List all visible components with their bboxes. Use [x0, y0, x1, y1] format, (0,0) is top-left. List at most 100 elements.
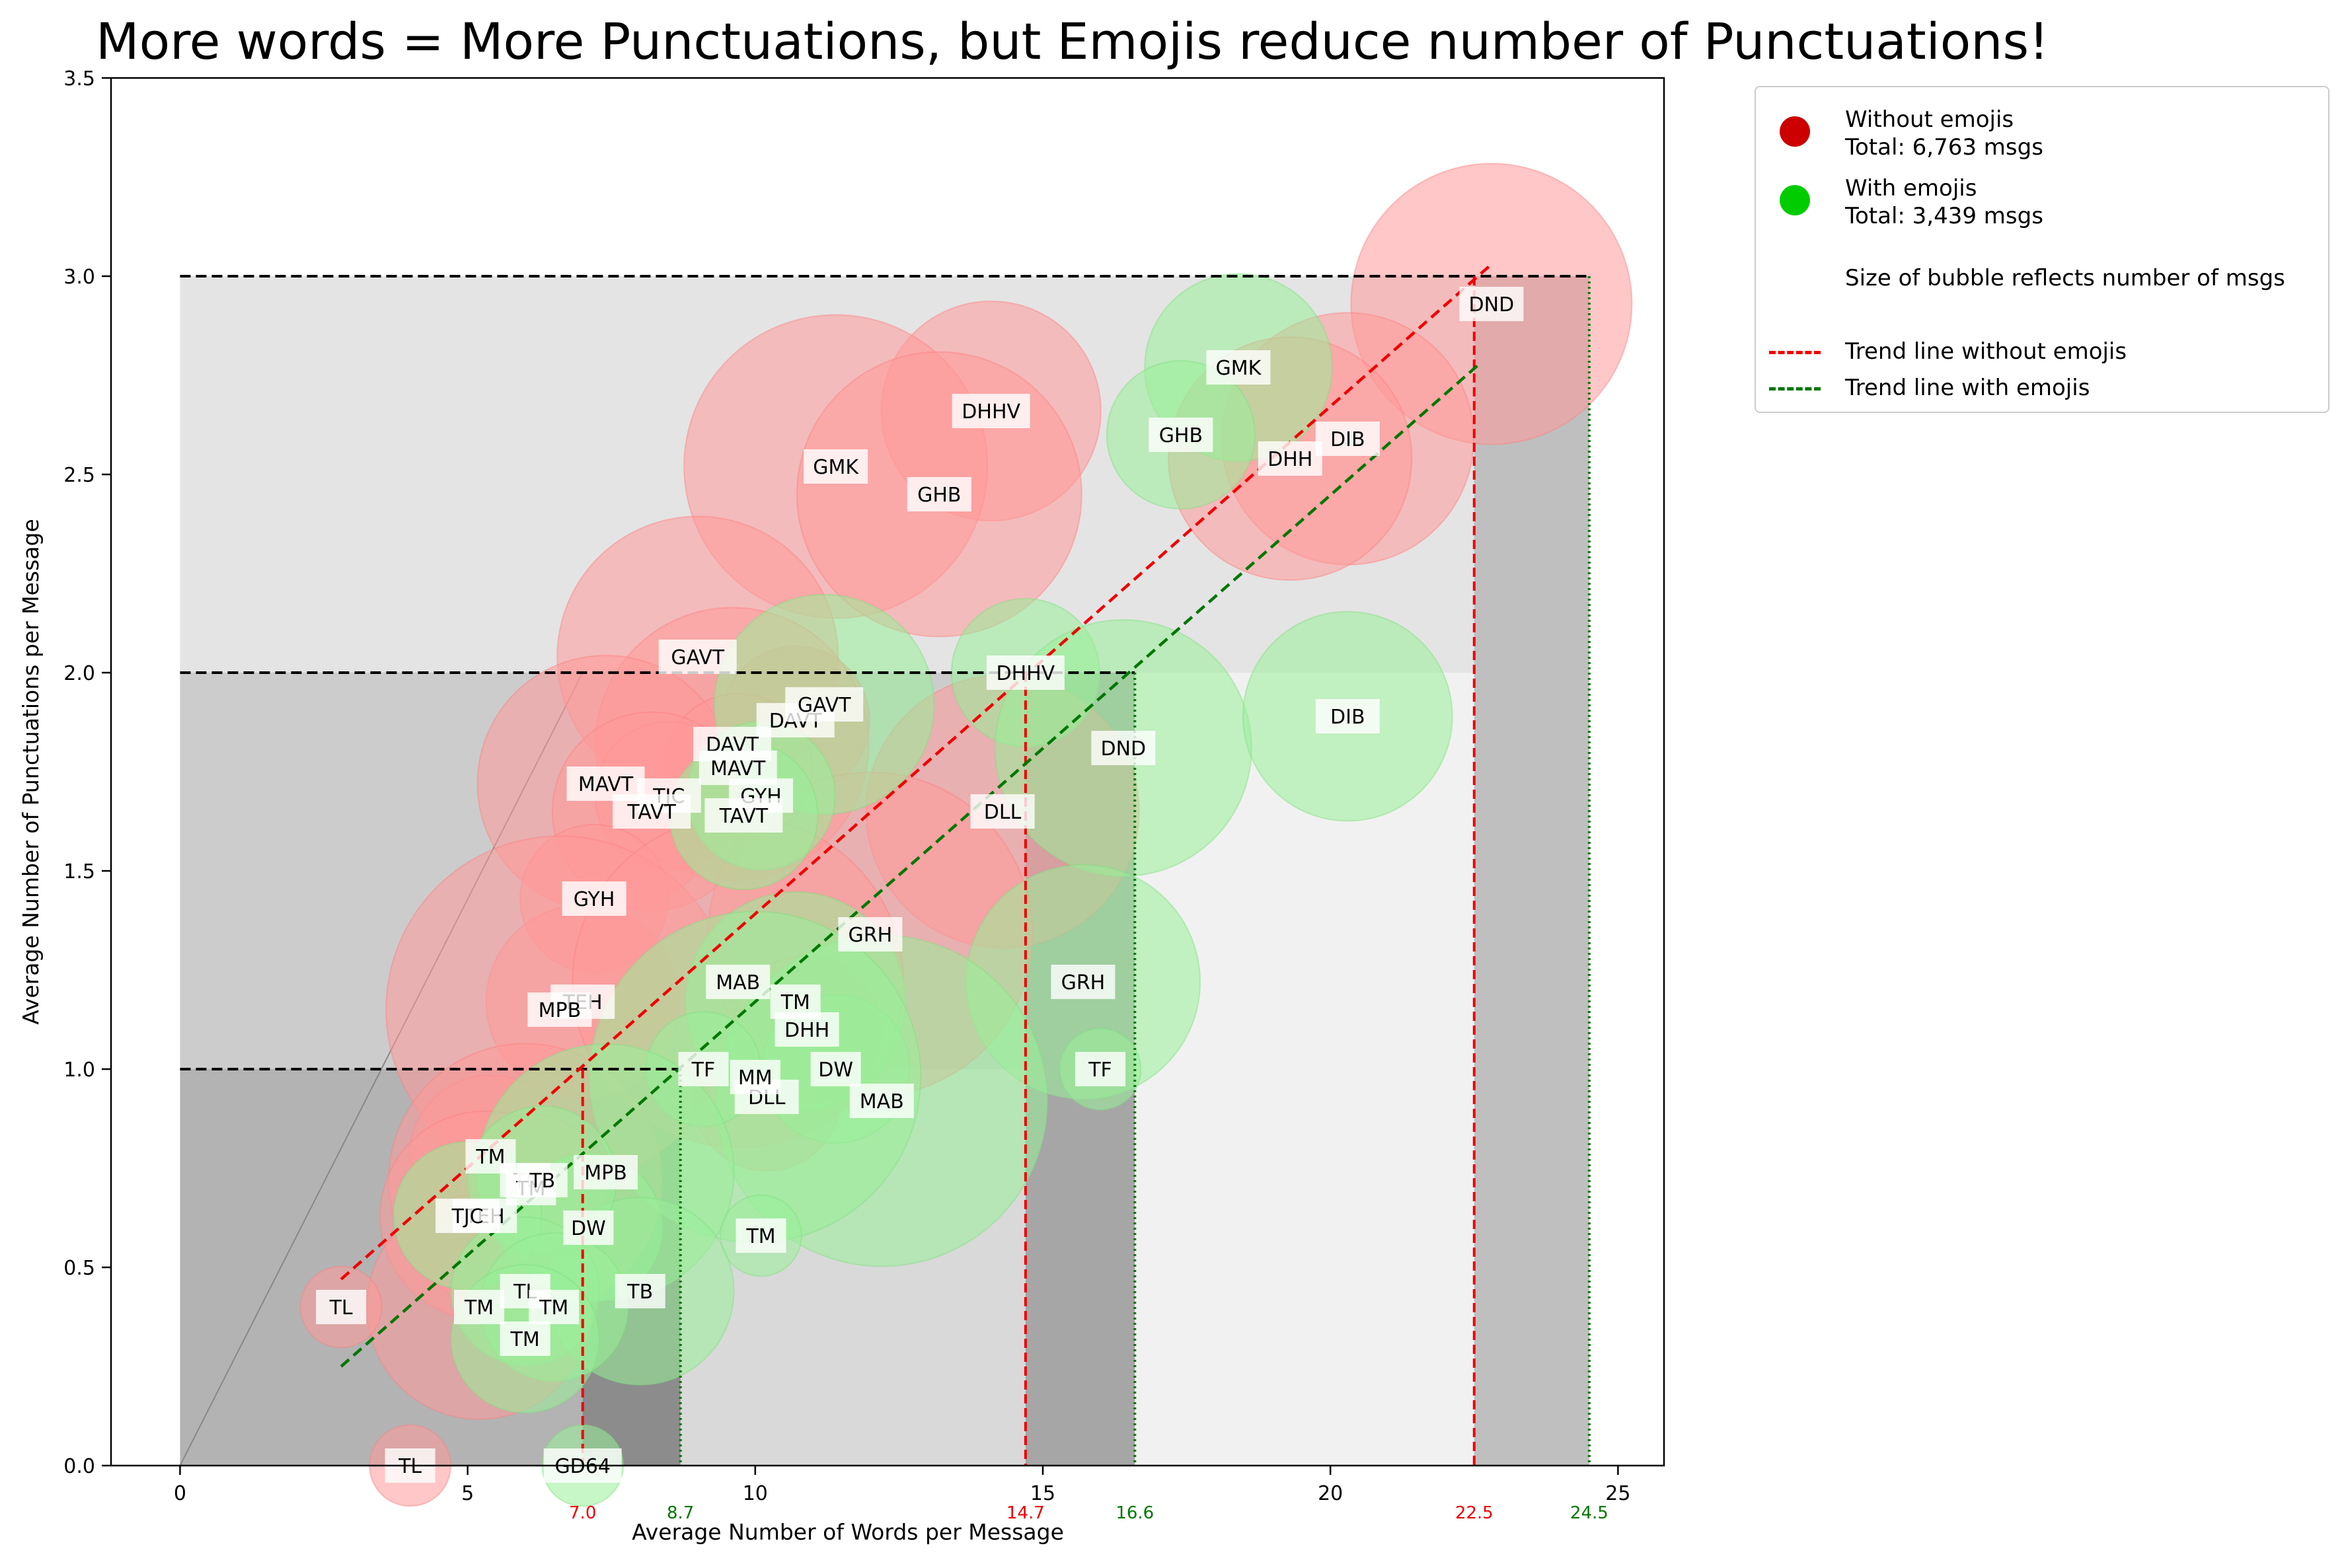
point-label: TF — [691, 1059, 716, 1082]
y-tick-label: 0.5 — [63, 1257, 95, 1280]
point-label: DHH — [784, 1019, 829, 1042]
legend: Without emojis Total: 6,763 msgs With em… — [1755, 86, 2329, 413]
point-label: TF — [1088, 1059, 1112, 1082]
x-tick-label: 25 — [1605, 1482, 1630, 1505]
point-label-box — [970, 794, 1035, 829]
point-label-box — [1149, 418, 1213, 452]
point-label-box — [952, 394, 1030, 428]
point-label: GMK — [1216, 357, 1262, 380]
y-tick-label: 1.0 — [63, 1059, 95, 1082]
point-label-box — [1258, 441, 1322, 476]
point-label: TAVT — [719, 805, 769, 828]
point-label-box — [1051, 965, 1116, 999]
point-label: TJC — [451, 1205, 484, 1228]
legend-marker-with — [1780, 185, 1810, 215]
point-label-box — [1459, 287, 1524, 321]
x-tick-label: 15 — [1030, 1482, 1055, 1505]
point-label-box — [770, 985, 821, 1019]
point-label-box — [613, 794, 691, 829]
plot-frame — [110, 77, 1665, 1467]
legend-label-with: With emojis — [1845, 175, 1977, 202]
point-label-box — [615, 1274, 665, 1308]
point-label: MAVT — [710, 757, 766, 780]
point-label-box — [678, 1052, 729, 1086]
point-label-box — [810, 1052, 861, 1086]
point-label: DND — [1469, 293, 1515, 317]
y-tick-label: 3.5 — [63, 67, 95, 91]
threshold-label: 22.5 — [1455, 1503, 1494, 1523]
point-labels: DNDDHHVGMKGHBDIBDHHGAVTDAVTDAVTMAVTMAVTT… — [316, 287, 1524, 1483]
point-label: GRH — [849, 924, 893, 947]
legend-line-with — [1769, 387, 1821, 391]
point-label-box — [500, 1322, 550, 1356]
legend-label-without: Without emojis — [1845, 106, 2014, 133]
point-label-box — [849, 1084, 914, 1118]
point-label: GMK — [813, 456, 859, 479]
legend-total-without: Total: 6,763 msgs — [1845, 134, 2043, 161]
point-label-box — [1315, 422, 1380, 456]
threshold-label: 16.6 — [1116, 1503, 1154, 1523]
x-tick-label: 20 — [1318, 1482, 1343, 1505]
legend-trend-with: Trend line with emojis — [1845, 375, 2090, 401]
point-label-box — [435, 1199, 500, 1233]
point-label: DW — [818, 1059, 853, 1082]
point-label-box — [1206, 350, 1271, 385]
point-label: GAVT — [671, 646, 724, 669]
point-label: MAB — [860, 1090, 904, 1113]
x-axis-label: Average Number of Words per Message — [632, 1519, 1064, 1545]
point-label-box — [730, 1060, 780, 1094]
point-label: MAVT — [578, 773, 634, 796]
chart-title: More words = More Punctuations, but Emoj… — [96, 12, 2049, 71]
y-tick-label: 1.5 — [63, 860, 95, 883]
legend-total-with: Total: 3,439 msgs — [1845, 203, 2043, 229]
point-label: GYH — [574, 888, 615, 911]
point-label-box — [1091, 731, 1156, 765]
point-label: GHB — [1159, 424, 1203, 447]
point-label-box — [529, 1290, 580, 1324]
point-label: DND — [1101, 737, 1147, 761]
point-label-box — [986, 655, 1065, 690]
point-label-box — [454, 1290, 505, 1324]
point-label-box — [1315, 699, 1380, 733]
point-label: TL — [329, 1296, 353, 1320]
point-label: MM — [738, 1066, 773, 1090]
point-label-box — [316, 1290, 367, 1324]
point-label-box — [736, 1218, 786, 1253]
point-label: DW — [571, 1217, 606, 1240]
point-label: TM — [745, 1225, 775, 1248]
point-label-box — [838, 917, 903, 952]
trend-line — [340, 263, 1493, 1281]
point-label: TM — [510, 1328, 540, 1351]
point-label: GRH — [1061, 971, 1106, 994]
x-axis: 0 5 10 15 20 25 — [174, 1466, 1630, 1505]
x-tick-label: 0 — [174, 1482, 186, 1505]
point-label-box — [517, 1163, 568, 1197]
legend-marker-without — [1780, 116, 1810, 147]
point-label-box — [706, 965, 771, 999]
point-label: DLL — [984, 801, 1022, 824]
point-label: GHB — [917, 484, 961, 507]
point-label: TM — [464, 1296, 494, 1320]
point-label: DHH — [1268, 448, 1312, 471]
y-tick-label: 0.0 — [63, 1455, 95, 1478]
threshold-label: 14.7 — [1006, 1503, 1045, 1523]
point-label-box — [804, 449, 868, 484]
y-axis-label: Average Number of Punctuations per Messa… — [18, 519, 44, 1025]
point-label: DIB — [1330, 428, 1365, 451]
y-tick-label: 3.0 — [63, 266, 95, 289]
point-label-box — [527, 992, 592, 1027]
point-label: TM — [780, 991, 810, 1014]
point-label: MAB — [716, 971, 760, 994]
threshold-label: 24.5 — [1570, 1503, 1608, 1523]
point-label: MPB — [584, 1162, 627, 1185]
point-label-box — [907, 477, 971, 511]
y-tick-label: 2.0 — [63, 662, 95, 685]
legend-size-note: Size of bubble reflects number of msgs — [1845, 265, 2285, 291]
point-label: TAVT — [626, 801, 676, 824]
y-tick-label: 2.5 — [63, 464, 95, 487]
point-label-box — [574, 1155, 638, 1189]
point-label: GD64 — [554, 1455, 611, 1478]
point-label-box — [562, 881, 626, 916]
point-label: DHHV — [962, 400, 1020, 424]
